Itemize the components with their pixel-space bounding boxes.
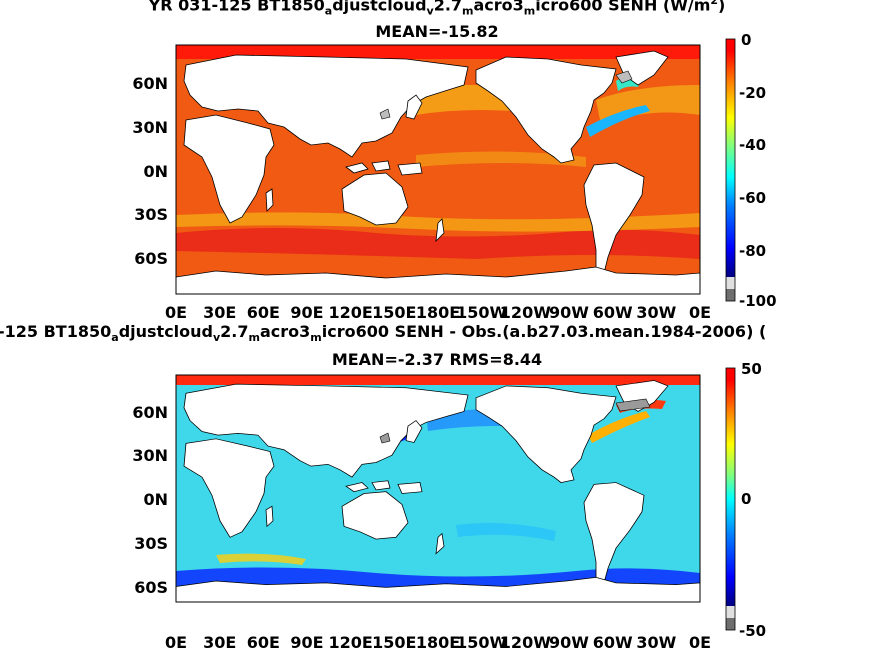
top-xtick-label: 30E [203,303,236,322]
top-xtick-label: 0E [689,303,711,322]
bottom-xtick-label: 150E [372,633,416,652]
bottom-colorbar-under [726,618,735,630]
bottom-xtick-label: 30E [203,633,236,652]
bottom-xtick-label: 180E [416,633,460,652]
top-southern-ocean-band [176,228,700,259]
bottom-title-line1: -125 BT1850adjustcloudv2.7macro3micro600… [0,322,767,345]
bottom-south-pacific-patch [456,523,556,541]
bottom-cbtick-neg50: -50 [739,622,766,640]
bottom-ytick-60s: 60S [134,578,168,597]
top-ytick-0n: 0N [143,162,168,181]
top-cbtick-20: -20 [739,84,766,102]
bottom-map-frame [175,374,701,603]
bottom-colorbar-frame [725,367,736,631]
top-sea-ice-japan [379,108,391,120]
top-gulf-stream [586,105,650,137]
top-xtick-label: 120W [500,303,551,322]
top-xtick-label: 180E [416,303,460,322]
top-xtick-label: 90E [290,303,323,322]
top-map-frame [175,44,701,295]
bottom-ytick-60n: 60N [132,403,168,422]
bottom-arctic-band [176,375,700,385]
bottom-xtick-label: 60E [247,633,280,652]
top-colorbar-under [726,289,735,301]
bottom-xtick-label: 30W [636,633,676,652]
bottom-xtick-label: 120W [500,633,551,652]
bottom-xtick-label: 60W [593,633,633,652]
bottom-y-axis: 60N 30N 0N 30S 60S [132,403,168,597]
bottom-colorbar-scale [726,368,735,606]
top-ytick-30s: 30S [134,205,168,224]
top-xtick-label: 60W [593,303,633,322]
bottom-xtick-label: 90E [290,633,323,652]
top-title-line2: MEAN=-15.82 [375,22,499,41]
bottom-xtick-label: 150W [456,633,507,652]
top-colorbar-frame [725,38,736,302]
bottom-xtick-label: 0E [689,633,711,652]
top-cbtick-100: -100 [739,292,777,310]
top-subantarctic-band [176,212,700,232]
bottom-map-panel [175,374,701,603]
top-title-line1: YR 031-125 BT1850adjustcloudv2.7macro3mi… [148,0,726,18]
bottom-ytick-30s: 30S [134,534,168,553]
bottom-sea-ice-japan [379,432,391,444]
top-ytick-30n: 30N [132,118,168,137]
top-colorbar: 0 -20 -40 -60 -80 -100 [725,31,777,310]
bottom-colorbar-missing [726,606,735,618]
bottom-xtick-label: 120E [329,633,373,652]
top-colorbar-missing [726,277,735,289]
top-map-panel [175,44,701,295]
bottom-colorbar: 50 0 -50 [725,360,766,640]
bottom-gulf-stream-high [588,411,650,443]
top-xtick-label: 60E [247,303,280,322]
top-cbtick-80: -80 [739,242,766,260]
top-xtick-label: 150W [456,303,507,322]
top-xtick-label: 150E [372,303,416,322]
top-y-axis: 60N 30N 0N 30S 60S [132,74,168,268]
bottom-xtick-label: 90W [549,633,589,652]
top-cbtick-60: -60 [739,189,766,207]
bottom-xtick-label: 0E [165,633,187,652]
top-equatorial-band [416,151,586,167]
bottom-cbtick-50: 50 [741,360,762,378]
bottom-sea-ice-arctic [615,398,651,412]
top-xtick-label: 90W [549,303,589,322]
bottom-cbtick-0: 0 [741,490,751,508]
top-xtick-label: 120E [329,303,373,322]
top-arctic-band [176,45,700,59]
bottom-ytick-0n: 0N [143,490,168,509]
top-xtick-label: 30W [636,303,676,322]
top-ytick-60n: 60N [132,74,168,93]
top-cbtick-40: -40 [739,136,766,154]
top-ytick-60s: 60S [134,249,168,268]
bottom-title-line2: MEAN=-2.37 RMS=8.44 [331,350,543,369]
top-xtick-label: 0E [165,303,187,322]
top-cbtick-0: 0 [741,31,751,49]
bottom-subantarctic-high [216,553,306,565]
top-colorbar-scale [726,39,735,277]
bottom-ytick-30n: 30N [132,446,168,465]
top-sea-ice-arctic [615,70,633,84]
